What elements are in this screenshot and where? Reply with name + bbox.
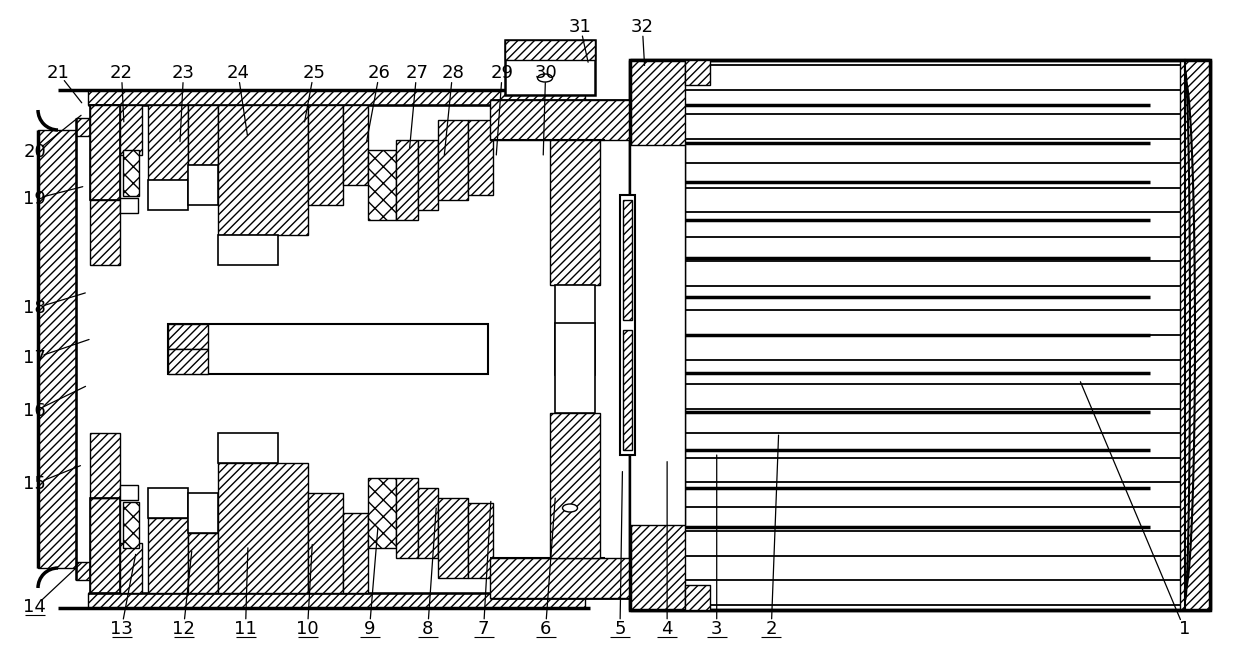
Text: 20: 20	[24, 143, 46, 162]
Bar	[91, 105, 120, 200]
Text: 30: 30	[534, 64, 557, 82]
Bar	[622, 200, 632, 320]
Bar	[91, 200, 120, 265]
Bar	[551, 413, 600, 558]
Bar	[148, 518, 188, 593]
Bar	[343, 105, 368, 185]
Bar	[467, 120, 494, 195]
Text: 28: 28	[441, 64, 464, 82]
Bar	[91, 498, 120, 593]
Text: 18: 18	[24, 299, 46, 318]
Bar	[396, 478, 418, 558]
Bar	[120, 198, 138, 213]
Bar	[1180, 60, 1210, 610]
Text: 16: 16	[24, 402, 46, 420]
Bar	[218, 433, 278, 463]
Text: 27: 27	[405, 64, 428, 82]
Text: 8: 8	[422, 619, 434, 638]
Bar	[505, 40, 595, 60]
Text: 11: 11	[234, 619, 257, 638]
Bar	[148, 105, 188, 180]
Text: 29: 29	[491, 64, 513, 82]
Bar	[120, 485, 138, 500]
Bar	[167, 324, 208, 349]
Bar	[218, 235, 278, 265]
Text: 22: 22	[110, 64, 133, 82]
Text: 19: 19	[24, 190, 46, 208]
Text: 26: 26	[368, 64, 391, 82]
Text: 6: 6	[539, 619, 552, 638]
Text: 14: 14	[24, 597, 46, 616]
Text: 31: 31	[569, 17, 591, 36]
Text: 1: 1	[1178, 619, 1190, 638]
Bar	[438, 498, 467, 578]
Text: 24: 24	[227, 64, 249, 82]
Bar	[551, 140, 600, 285]
Bar	[418, 488, 438, 558]
Bar	[88, 593, 585, 608]
Bar	[630, 60, 1210, 610]
Bar	[120, 105, 143, 155]
Bar	[218, 463, 308, 593]
Bar	[76, 118, 91, 136]
Text: 21: 21	[47, 64, 69, 82]
Bar	[438, 120, 467, 200]
Text: 23: 23	[172, 64, 195, 82]
Bar	[308, 493, 343, 593]
Text: 13: 13	[110, 619, 133, 638]
Bar	[368, 478, 396, 548]
Bar	[188, 493, 218, 533]
Bar	[490, 100, 640, 140]
Text: 4: 4	[661, 619, 673, 638]
Bar	[343, 513, 368, 593]
Text: 3: 3	[711, 619, 723, 638]
Ellipse shape	[563, 504, 578, 512]
Text: 25: 25	[303, 64, 325, 82]
Bar	[91, 498, 120, 593]
Bar	[684, 60, 711, 85]
Text: 2: 2	[765, 619, 777, 638]
Text: 10: 10	[296, 619, 319, 638]
Bar	[123, 150, 139, 196]
Text: 17: 17	[24, 349, 46, 367]
Text: 7: 7	[477, 619, 490, 638]
Bar	[148, 180, 188, 210]
Text: 12: 12	[172, 619, 195, 638]
Text: 5: 5	[614, 619, 626, 638]
Bar	[91, 105, 120, 200]
Bar	[630, 60, 684, 610]
Bar	[218, 105, 308, 235]
Bar	[308, 105, 343, 205]
Bar	[684, 585, 711, 610]
Bar	[88, 90, 585, 105]
Bar	[368, 150, 396, 220]
Bar	[418, 140, 438, 210]
Ellipse shape	[537, 74, 553, 82]
Bar	[38, 130, 76, 568]
Text: 32: 32	[631, 17, 653, 36]
Bar	[556, 323, 595, 413]
Bar	[188, 105, 218, 165]
Bar	[91, 433, 120, 498]
Bar	[630, 145, 684, 525]
Bar	[490, 558, 640, 598]
Bar	[167, 349, 208, 374]
Bar	[76, 562, 91, 580]
Bar	[622, 330, 632, 450]
Bar	[188, 165, 218, 205]
Bar	[556, 285, 595, 375]
Bar	[167, 324, 489, 374]
Bar	[120, 543, 143, 593]
Text: 15: 15	[24, 475, 46, 493]
Bar	[467, 503, 494, 578]
Bar	[188, 533, 218, 593]
Bar	[148, 488, 188, 518]
Text: 9: 9	[363, 619, 376, 638]
Bar	[620, 195, 635, 455]
Bar	[396, 140, 418, 220]
Bar	[505, 40, 595, 95]
Bar	[123, 502, 139, 548]
